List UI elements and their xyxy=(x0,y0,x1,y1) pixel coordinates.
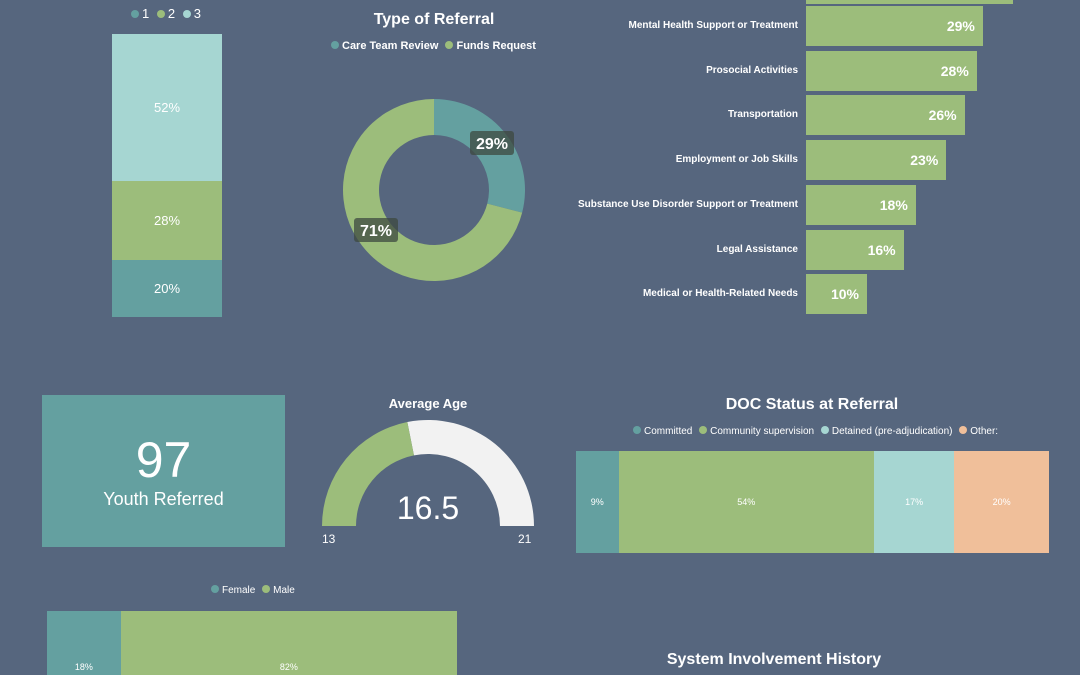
legend-item-1: 1 xyxy=(131,6,149,21)
legend-dot-icon xyxy=(445,41,454,50)
doc-segment-detained: 17% xyxy=(873,451,955,553)
hbar-partial-top xyxy=(806,0,1014,4)
legend-item-community-supervision: Community supervision xyxy=(699,426,814,437)
legend-item-detained: Detained (pre-adjudication) xyxy=(820,426,952,437)
hbar-category-label: Employment or Job Skills xyxy=(675,154,798,166)
stacked-bar-legend: 1 2 3 xyxy=(131,6,205,21)
doc-status-legend: Committed Community supervision Detained… xyxy=(633,426,1002,437)
legend-item-care-team-review: Care Team Review xyxy=(331,40,438,52)
hbar-bar: 26% xyxy=(806,95,965,136)
hbar-bar: 28% xyxy=(806,50,977,91)
gender-legend: Female Male xyxy=(211,585,299,596)
legend-dot-icon xyxy=(699,426,708,435)
legend-item-2: 2 xyxy=(156,6,175,21)
legend-item-funds-request: Funds Request xyxy=(445,40,536,52)
kpi-label: Youth Referred xyxy=(103,488,224,509)
legend-dot-icon xyxy=(211,585,219,594)
hbar-value-label: 23% xyxy=(910,152,939,169)
legend-item-other: Other: xyxy=(959,426,998,437)
hbar-bar: 18% xyxy=(806,184,916,225)
donut-label-box xyxy=(470,131,514,155)
hbar-bar: 29% xyxy=(806,6,983,46)
hbar-value-label: 28% xyxy=(940,62,969,79)
bar-segment-3: 52% xyxy=(112,34,222,182)
hbar-category-label: Legal Assistance xyxy=(716,243,798,255)
legend-dot-icon xyxy=(156,9,165,18)
bar-segment-label: 52% xyxy=(153,100,181,116)
bar-segment-label: 20% xyxy=(153,281,181,297)
doc-segment-community-supervision: 54% xyxy=(618,451,874,553)
gauge-title: Average Age xyxy=(388,396,468,411)
hbar-category-label: Transportation xyxy=(727,109,798,121)
kpi-card: 97 Youth Referred xyxy=(42,395,285,547)
bar-segment-label: 28% xyxy=(153,213,181,229)
stacked-vertical-bar: 52% 28% 20% xyxy=(112,34,222,317)
legend-item-female: Female xyxy=(211,585,255,596)
gauge-chart: 16.5 xyxy=(322,420,534,526)
gauge-fill xyxy=(322,422,414,526)
svg-text:71%: 71% xyxy=(360,223,392,240)
legend-item-male: Male xyxy=(262,585,295,596)
doc-status-title: DOC Status at Referral xyxy=(725,396,899,413)
donut-slice-care-team-review xyxy=(434,99,525,213)
bar-segment-1: 20% xyxy=(112,260,222,317)
legend-dot-icon xyxy=(182,9,191,18)
legend-dot-icon xyxy=(820,426,829,435)
legend-item-committed: Committed xyxy=(633,426,692,437)
gauge-track xyxy=(407,420,534,526)
doc-status-bar: 9% 54% 17% 20% xyxy=(576,451,1049,553)
hbar-category-label: Prosocial Activities xyxy=(706,64,798,76)
legend-dot-icon xyxy=(262,585,271,594)
section-title: System Involvement History xyxy=(666,651,882,668)
legend-dot-icon xyxy=(131,9,139,18)
donut-legend: Care Team Review Funds Request xyxy=(331,40,540,52)
donut-chart: 29% 71% xyxy=(343,99,525,281)
gauge-value: 16.5 xyxy=(397,490,459,526)
donut-label-box xyxy=(354,218,398,242)
hbar-value-label: 26% xyxy=(928,107,957,124)
hbar-category-label: Medical or Health-Related Needs xyxy=(642,288,798,300)
svg-text:29%: 29% xyxy=(476,136,508,153)
gauge-max-label: 21 xyxy=(518,532,532,546)
hbar-bar: 23% xyxy=(806,140,947,181)
hbar-value-label: 10% xyxy=(830,286,859,303)
donut-label-care-team-review: 29% xyxy=(470,131,514,155)
gender-segment-female: 18% xyxy=(47,611,121,675)
legend-dot-icon xyxy=(633,426,641,435)
gender-bar: 18% 82% xyxy=(47,611,457,675)
donut-title: Type of Referral xyxy=(373,11,495,28)
legend-dot-icon xyxy=(331,41,339,50)
gauge-min-label: 13 xyxy=(322,532,336,546)
hbar-bar: 16% xyxy=(806,229,904,270)
hbar-bar: 10% xyxy=(806,274,867,315)
gender-segment-male: 82% xyxy=(120,611,457,675)
hbar-category-label: Mental Health Support or Treatment xyxy=(628,20,798,31)
doc-segment-committed: 9% xyxy=(576,451,619,553)
doc-segment-other: 20% xyxy=(954,451,1049,553)
hbar-value-label: 29% xyxy=(946,18,975,34)
legend-item-3: 3 xyxy=(182,6,201,21)
donut-label-funds-request: 71% xyxy=(354,218,398,242)
legend-dot-icon xyxy=(959,426,968,435)
hbar-value-label: 16% xyxy=(867,241,896,258)
bar-segment-2: 28% xyxy=(112,181,222,261)
hbar-value-label: 18% xyxy=(879,196,908,213)
kpi-value: 97 xyxy=(135,431,192,488)
hbar-category-label: Substance Use Disorder Support or Treatm… xyxy=(577,198,798,210)
